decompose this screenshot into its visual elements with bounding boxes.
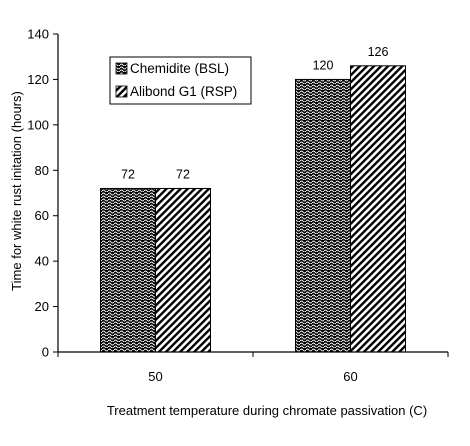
legend-label-chemidite: Chemidite (BSL): [130, 61, 229, 76]
y-tick-label: 60: [35, 208, 49, 223]
data-labels: 72 120 72 126: [121, 45, 388, 182]
x-axis-ticks: 50 60: [57, 352, 449, 384]
y-tick-label: 100: [27, 117, 49, 132]
data-label: 126: [368, 45, 389, 59]
y-tick-label: 40: [35, 254, 49, 269]
y-tick-label: 80: [35, 163, 49, 178]
bar-alibond-60: [350, 65, 406, 353]
legend: Chemidite (BSL) Alibond G1 (RSP): [109, 56, 252, 105]
data-label: 72: [121, 167, 135, 181]
x-tick-label: 60: [343, 369, 357, 384]
bar-chemidite-60: [295, 78, 351, 353]
bar-chemidite-50: [100, 187, 156, 353]
data-label: 72: [176, 167, 190, 181]
legend-swatch-alibond: [115, 85, 128, 98]
legend-label-alibond: Alibond G1 (RSP): [130, 84, 237, 99]
y-tick-label: 120: [27, 72, 49, 87]
y-axis-ticks: 0 20 40 60 80 100 120 140: [27, 27, 58, 360]
y-tick-label: 0: [42, 345, 49, 360]
y-tick-label: 20: [35, 299, 49, 314]
y-axis-title: Time for white rust initation (hours): [9, 91, 24, 291]
x-axis-title: Treatment temperature during chromate pa…: [107, 403, 427, 418]
bar-alibond-50: [155, 187, 211, 353]
bars: [100, 65, 406, 353]
data-label: 120: [313, 58, 334, 72]
legend-swatch-chemidite: [115, 62, 128, 75]
y-tick-label: 140: [27, 27, 49, 42]
x-tick-label: 50: [148, 369, 162, 384]
legend-box: [109, 56, 252, 105]
